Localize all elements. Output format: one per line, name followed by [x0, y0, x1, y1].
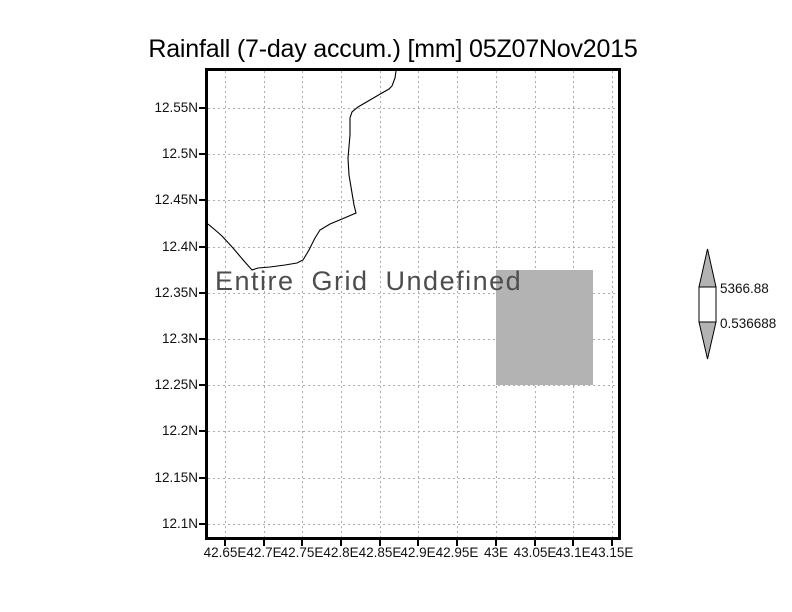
x-axis-tick: [611, 538, 613, 546]
gridline-horizontal: [208, 108, 618, 109]
colorbar-down-arrow: [698, 321, 717, 360]
colorbar-up-arrow: [698, 248, 717, 288]
x-axis-tick: [340, 538, 342, 546]
x-axis-tick: [301, 538, 303, 546]
gridline-horizontal: [208, 524, 618, 525]
x-axis-tick: [495, 538, 497, 546]
undefined-grid-message: Entire Grid Undefined: [215, 266, 523, 296]
y-tick-label: 12.2N: [161, 423, 198, 438]
coastline: [208, 71, 397, 271]
y-axis-tick: [199, 338, 207, 340]
y-tick-label: 12.45N: [154, 192, 198, 207]
x-tick-label: 42.7E: [246, 545, 282, 560]
gridline-horizontal: [208, 478, 618, 479]
gridline-vertical: [341, 71, 342, 537]
colorbar-max-label: 5366.88: [720, 281, 769, 296]
gridline-vertical: [418, 71, 419, 537]
y-tick-label: 12.4N: [161, 239, 198, 254]
y-axis-tick: [199, 292, 207, 294]
x-axis-tick: [417, 538, 419, 546]
x-tick-label: 42.8E: [323, 545, 359, 560]
coastline-layer: [208, 71, 397, 271]
gridline-vertical: [380, 71, 381, 537]
gridline-vertical: [457, 71, 458, 537]
gridline-vertical: [302, 71, 303, 537]
y-axis-tick: [199, 107, 207, 109]
plot-area: [208, 71, 618, 537]
y-tick-label: 12.5N: [161, 146, 198, 161]
y-axis-tick: [199, 477, 207, 479]
x-tick-label: 42.9E: [400, 545, 436, 560]
gridline-vertical: [264, 71, 265, 537]
colorbar: [698, 248, 717, 360]
x-tick-label: 43.05E: [513, 545, 557, 560]
gridline-horizontal: [208, 247, 618, 248]
x-tick-label: 42.65E: [203, 545, 247, 560]
colorbar-box: [698, 286, 717, 323]
y-axis-tick: [199, 523, 207, 525]
x-axis-tick: [456, 538, 458, 546]
x-axis-tick: [224, 538, 226, 546]
y-axis-tick: [199, 199, 207, 201]
y-axis-tick: [199, 430, 207, 432]
gridline-horizontal: [208, 431, 618, 432]
x-tick-label: 43E: [483, 545, 509, 560]
y-tick-label: 12.1N: [161, 516, 198, 531]
x-tick-label: 42.75E: [280, 545, 324, 560]
gridline-vertical: [225, 71, 226, 537]
gridline-horizontal: [208, 154, 618, 155]
plot-title: Rainfall (7-day accum.) [mm] 05Z07Nov201…: [148, 35, 638, 63]
y-axis-tick: [199, 153, 207, 155]
y-tick-label: 12.25N: [154, 377, 198, 392]
x-tick-label: 42.95E: [435, 545, 479, 560]
gridline-horizontal: [208, 293, 618, 294]
x-axis-tick: [572, 538, 574, 546]
gridline-horizontal: [208, 200, 618, 201]
x-axis-tick: [263, 538, 265, 546]
y-axis-tick: [199, 246, 207, 248]
y-tick-label: 12.35N: [154, 285, 198, 300]
y-tick-label: 12.3N: [161, 331, 198, 346]
x-tick-label: 43.15E: [590, 545, 634, 560]
gridline-vertical: [612, 71, 613, 537]
x-axis-tick: [534, 538, 536, 546]
undefined-shaded-region: [496, 270, 593, 385]
colorbar-min-label: 0.536688: [720, 316, 777, 331]
y-tick-label: 12.15N: [154, 470, 198, 485]
gridline-horizontal: [208, 385, 618, 386]
x-axis-tick: [379, 538, 381, 546]
y-tick-label: 12.55N: [154, 100, 198, 115]
plot-frame: [205, 68, 621, 540]
y-axis-tick: [199, 384, 207, 386]
x-tick-label: 43.1E: [555, 545, 591, 560]
gridline-horizontal: [208, 339, 618, 340]
x-tick-label: 42.85E: [358, 545, 402, 560]
